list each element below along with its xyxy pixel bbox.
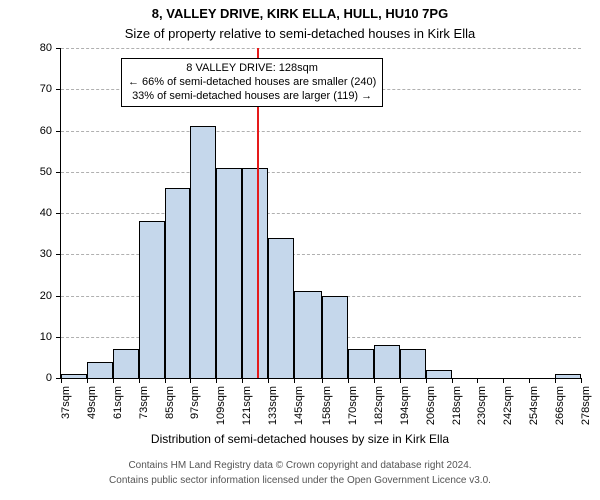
histogram-bar [165, 188, 191, 378]
y-tick-mark [56, 296, 61, 297]
license-line-1: Contains HM Land Registry data © Crown c… [0, 460, 600, 471]
y-tick-label: 50 [22, 166, 52, 178]
annotation-line-2: ← 66% of semi-detached houses are smalle… [128, 76, 376, 90]
x-tick-mark [581, 378, 582, 383]
x-tick-label: 230sqm [476, 386, 488, 425]
x-tick-mark [529, 378, 530, 383]
x-tick-mark [61, 378, 62, 383]
x-tick-label: 182sqm [373, 386, 385, 425]
y-tick-label: 20 [22, 290, 52, 302]
histogram-bar [139, 221, 165, 378]
x-tick-label: 73sqm [138, 386, 150, 419]
histogram-bar [374, 345, 400, 378]
x-tick-label: 218sqm [451, 386, 463, 425]
x-tick-label: 37sqm [60, 386, 72, 419]
y-tick-mark [56, 131, 61, 132]
license-line-2: Contains public sector information licen… [0, 475, 600, 486]
x-tick-label: 121sqm [241, 386, 253, 425]
x-tick-label: 97sqm [189, 386, 201, 419]
y-tick-label: 0 [22, 372, 52, 384]
histogram-bar [268, 238, 294, 378]
x-tick-label: 109sqm [215, 386, 227, 425]
x-tick-mark [426, 378, 427, 383]
histogram-bar [190, 126, 216, 378]
x-tick-label: 158sqm [321, 386, 333, 425]
histogram-bar [426, 370, 452, 378]
histogram-bar [294, 291, 322, 378]
histogram-bar [322, 296, 348, 379]
gridline [61, 213, 581, 215]
histogram-bar [555, 374, 581, 378]
x-tick-mark [348, 378, 349, 383]
x-tick-label: 85sqm [164, 386, 176, 419]
plot-area: 8 VALLEY DRIVE: 128sqm ← 66% of semi-det… [60, 48, 581, 379]
x-tick-mark [452, 378, 453, 383]
x-tick-label: 242sqm [502, 386, 514, 425]
histogram-bar [348, 349, 374, 378]
x-tick-label: 61sqm [112, 386, 124, 419]
y-tick-mark [56, 213, 61, 214]
y-tick-mark [56, 337, 61, 338]
x-tick-mark [216, 378, 217, 383]
x-tick-mark [374, 378, 375, 383]
gridline [61, 172, 581, 174]
x-tick-label: 254sqm [528, 386, 540, 425]
x-tick-label: 278sqm [580, 386, 592, 425]
x-tick-mark [139, 378, 140, 383]
x-tick-label: 266sqm [554, 386, 566, 425]
x-tick-mark [555, 378, 556, 383]
x-axis-label: Distribution of semi-detached houses by … [0, 432, 600, 446]
histogram-figure: 8, VALLEY DRIVE, KIRK ELLA, HULL, HU10 7… [0, 0, 600, 500]
annotation-box: 8 VALLEY DRIVE: 128sqm ← 66% of semi-det… [121, 58, 383, 107]
histogram-bar [242, 168, 268, 378]
x-tick-mark [322, 378, 323, 383]
x-tick-label: 133sqm [267, 386, 279, 425]
y-tick-mark [56, 172, 61, 173]
y-tick-label: 30 [22, 248, 52, 260]
y-tick-label: 70 [22, 83, 52, 95]
y-tick-label: 40 [22, 207, 52, 219]
histogram-bar [400, 349, 426, 378]
x-tick-label: 206sqm [425, 386, 437, 425]
figure-title: Size of property relative to semi-detach… [0, 26, 600, 41]
y-tick-mark [56, 48, 61, 49]
histogram-bar [87, 362, 113, 379]
gridline [61, 48, 581, 50]
x-tick-mark [165, 378, 166, 383]
y-tick-label: 10 [22, 331, 52, 343]
y-tick-mark [56, 89, 61, 90]
histogram-bar [216, 168, 242, 378]
y-tick-mark [56, 254, 61, 255]
x-tick-label: 170sqm [347, 386, 359, 425]
figure-suptitle: 8, VALLEY DRIVE, KIRK ELLA, HULL, HU10 7… [0, 6, 600, 21]
x-tick-mark [113, 378, 114, 383]
x-tick-label: 194sqm [399, 386, 411, 425]
x-tick-mark [268, 378, 269, 383]
x-tick-mark [87, 378, 88, 383]
x-tick-mark [503, 378, 504, 383]
x-tick-label: 145sqm [293, 386, 305, 425]
x-tick-mark [294, 378, 295, 383]
x-tick-mark [242, 378, 243, 383]
y-tick-label: 80 [22, 42, 52, 54]
x-tick-mark [400, 378, 401, 383]
histogram-bar [113, 349, 139, 378]
annotation-line-1: 8 VALLEY DRIVE: 128sqm [128, 62, 376, 76]
y-tick-label: 60 [22, 125, 52, 137]
x-tick-mark [477, 378, 478, 383]
gridline [61, 131, 581, 133]
x-tick-label: 49sqm [86, 386, 98, 419]
annotation-line-3: 33% of semi-detached houses are larger (… [128, 90, 376, 104]
histogram-bar [61, 374, 87, 378]
x-tick-mark [190, 378, 191, 383]
